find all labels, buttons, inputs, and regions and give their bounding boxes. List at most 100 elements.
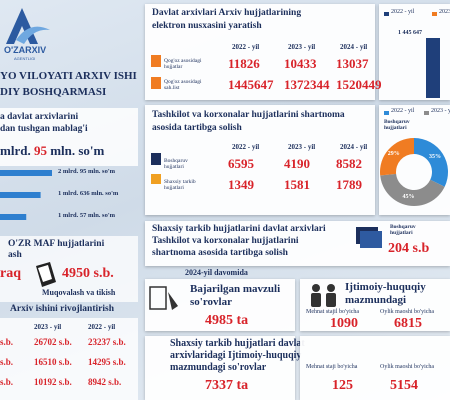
header-line: DIY BOSHQARMASI — [0, 86, 107, 98]
table-cell: s.b. — [0, 357, 14, 367]
table-value: 8582 — [336, 156, 362, 171]
binding-title: O'ZR MAF hujjatlarini — [8, 239, 105, 249]
column-header: 2022 - yil — [232, 43, 260, 51]
legend-label: 2023 - yil — [439, 9, 450, 15]
table-cell: 23237 s.b. — [88, 337, 126, 347]
table-value: 6595 — [228, 156, 254, 171]
legend-label: 2022 - yil — [391, 108, 415, 114]
card-title: Tashkilot va korxonalar hujjatlarini sha… — [152, 110, 345, 120]
column-header: 2023 - yil — [288, 43, 316, 51]
card-title: Shaxsiy tarkib hujjatlarini davlat arxiv… — [152, 224, 326, 234]
table-value: 1349 — [228, 177, 254, 192]
thematic-value: 4985 ta — [205, 313, 249, 328]
card-title: Tashkilot va korxonalar hujjatlarini — [152, 236, 299, 246]
item-label: Mehnat staji bo'yicha — [306, 364, 358, 370]
bar-label: 1 mlrd. 636 mln. so'm — [58, 190, 119, 197]
personal-label: Boshqaruv hujjatlari — [390, 224, 416, 236]
income-total: mlrd. 95 mln. so'm — [0, 143, 104, 159]
table-cell: 8942 s.b. — [88, 377, 122, 387]
development-title: Arxiv ishini rivojlantirish — [10, 304, 114, 314]
value-label: 1 445 647 — [398, 30, 422, 36]
person-icon — [312, 284, 320, 292]
column-header: 2024 - yil — [340, 143, 368, 151]
document-icon — [149, 286, 167, 310]
personal-requests-value: 7337 ta — [205, 378, 249, 393]
card-title: Shaxsiy tarkib hujjatlari davlat — [170, 338, 305, 349]
header-line: YO VILOYATI ARXIV ISHI — [0, 70, 137, 82]
personal-items-card — [300, 336, 450, 400]
card-title: arxivlaridagi Ijtimoiy-huquqiy — [170, 350, 302, 361]
doc-icon — [151, 174, 161, 184]
card-title: Davlat arxivlari Arxiv hujjatlarining — [152, 8, 302, 18]
table-cell: 10192 s.b. — [34, 377, 72, 387]
legend-swatch — [384, 12, 389, 16]
slice-label: 29% — [387, 150, 400, 157]
table-cell: 26702 s.b. — [34, 337, 72, 347]
income-title: dan tushgan mablag'i — [0, 124, 88, 134]
table-value: 1372344 — [284, 77, 330, 92]
card-title: so'rovlar — [190, 296, 232, 308]
table-cell: s.b. — [0, 377, 14, 387]
income-panel — [0, 108, 138, 166]
personal-value: 204 s.b — [388, 241, 430, 256]
legend-label: 2023 - yil — [431, 108, 450, 114]
card-title: mazmundagi so'rovlar — [170, 362, 267, 373]
bar-label: 2 mlrd. 95 mln. so'm — [58, 168, 116, 175]
table-cell: 14295 s.b. — [88, 357, 126, 367]
binding-panel — [0, 236, 138, 302]
table-value: 11826 — [228, 56, 260, 71]
item-value: 6815 — [394, 316, 422, 331]
income-title: a davlat arxivlarini — [0, 112, 79, 122]
item-value: 1090 — [330, 316, 358, 331]
donut-slice — [380, 138, 414, 176]
table-value: 10433 — [284, 56, 317, 71]
column-header: 2023 - yil — [34, 323, 62, 331]
logo-name: O'ZARXIV — [4, 45, 47, 55]
table-cell: 16510 s.b. — [34, 357, 72, 367]
table-value: 4190 — [284, 156, 310, 171]
row-label: Qog'oz asosidagi sah.list — [164, 79, 202, 91]
donut-label: Boshqaruv hujjatlari — [384, 119, 410, 131]
card-title: Ijtimoiy-huquqiy — [345, 281, 426, 293]
card-title: elektron nusxasini yaratish — [152, 21, 262, 31]
paper-icon — [151, 77, 161, 89]
slice-label: 45% — [402, 193, 415, 200]
binding-caption: Muqovalash va tikish — [42, 288, 116, 297]
digitization-card — [145, 4, 375, 100]
column-header: 2023 - yil — [288, 143, 316, 151]
table-cell: s.b. — [0, 337, 14, 347]
column-header: 2022 - yil — [88, 323, 116, 331]
development-panel — [0, 318, 138, 400]
total-number: 95 — [33, 143, 47, 158]
legend-swatch — [432, 12, 437, 16]
personal-card — [145, 221, 450, 266]
row-label: Qog'oz asosidagi hujjatlar — [164, 58, 202, 70]
donut-slice — [414, 138, 448, 187]
total-unit: mln. so'm — [50, 143, 105, 158]
table-value: 1581 — [284, 177, 310, 192]
binding-title: ash — [8, 250, 22, 260]
item-label: Mehnat stajil bo'yicha — [306, 309, 360, 315]
bar-label: 1 mlrd. 57 mln. so'm — [58, 212, 116, 219]
slice-label: 35% — [429, 154, 441, 161]
binding-left: raq — [0, 266, 21, 281]
card-title: shartnoma asosida tartibga solish — [152, 248, 288, 258]
binding-value: 4950 s.b. — [62, 266, 114, 281]
card-title: mazmundagi — [345, 294, 407, 306]
donut-slice — [380, 173, 445, 206]
logo-sub: AGENTLIGI — [14, 56, 36, 61]
row-label: Shaxsiy tarkib hujjatlari — [164, 179, 196, 191]
item-label: Oylik maoshi bo'yicha — [380, 364, 435, 370]
table-value: 1520449 — [336, 77, 382, 92]
pen-icon — [168, 292, 178, 310]
social-card — [300, 279, 450, 331]
column-header: 2022 - yil — [232, 143, 260, 151]
table-value: 1789 — [336, 177, 362, 192]
paper-icon — [151, 55, 161, 67]
column-header: 2024 - yil — [340, 43, 368, 51]
income-bar — [0, 170, 52, 176]
section-title: 2024-yil davomida — [185, 268, 248, 277]
